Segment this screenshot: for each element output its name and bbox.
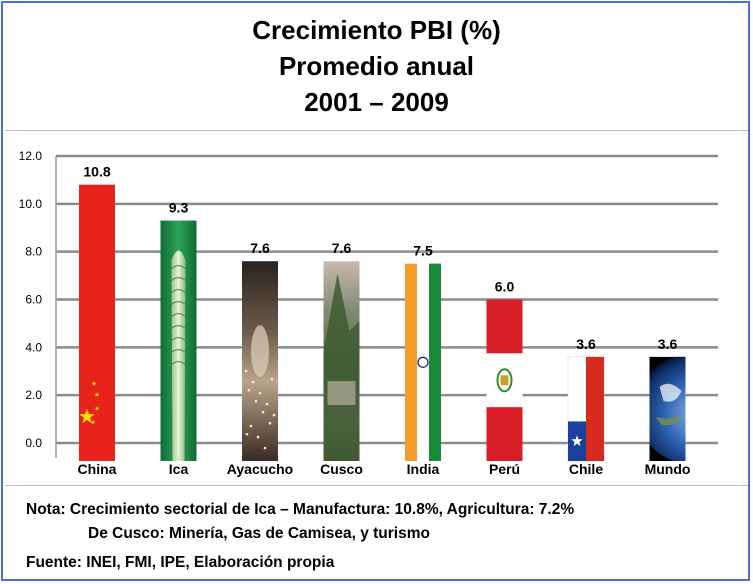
- candle-light: [256, 435, 260, 439]
- flag-star-icon: [571, 435, 583, 447]
- flag-stripe: [405, 263, 417, 461]
- y-tick-label: 12.0: [19, 149, 43, 163]
- candle-light: [249, 424, 253, 428]
- bar-per: [486, 299, 523, 461]
- value-label: 3.6: [576, 336, 596, 352]
- bar-mundo: [649, 356, 686, 461]
- asparagus-stalk: [171, 250, 186, 461]
- candle-light: [244, 369, 248, 373]
- note-line-1: Nota: Crecimiento sectorial de Ica – Man…: [26, 501, 575, 518]
- asparagus-scale: [171, 288, 186, 294]
- x-tick-label: India: [407, 461, 440, 477]
- value-label: 7.5: [413, 243, 433, 259]
- value-label: 7.6: [332, 240, 352, 256]
- y-tick-label: 8.0: [25, 245, 42, 259]
- value-label: 6.0: [495, 279, 515, 295]
- value-label: 9.3: [169, 200, 189, 216]
- x-tick-label: Perú: [489, 461, 520, 477]
- value-label: 10.8: [83, 164, 110, 180]
- y-tick-label: 0.0: [25, 436, 42, 450]
- y-tick-label: 2.0: [25, 388, 42, 402]
- x-tick-label: Mundo: [645, 461, 691, 477]
- note-line-2: De Cusco: Minería, Gas de Camisea, y tur…: [88, 525, 430, 542]
- bar-chile: [567, 356, 605, 462]
- candle-light: [263, 446, 267, 450]
- x-tick-label: China: [78, 461, 117, 477]
- asparagus-scale: [171, 264, 186, 270]
- asparagus-scale: [171, 348, 186, 354]
- chart-notes: Nota: Crecimiento sectorial de Ica – Man…: [26, 498, 574, 575]
- candle-light: [247, 388, 251, 392]
- x-tick-label: Chile: [569, 461, 603, 477]
- bar-ayacucho: [242, 261, 278, 461]
- flag-star-icon: [94, 392, 100, 397]
- flag-stripe: [429, 263, 441, 461]
- coat-of-arms-icon: [496, 368, 513, 393]
- candle-light: [245, 432, 249, 436]
- flag-stripe: [586, 356, 604, 461]
- flag-star-icon: [79, 408, 95, 424]
- candle-light: [268, 421, 272, 425]
- flag-star-icon: [94, 406, 100, 411]
- ruins-shape: [327, 381, 356, 406]
- flag-star-icon: [90, 419, 96, 425]
- bar-china: [79, 184, 115, 461]
- bar-india: [405, 263, 441, 461]
- candle-light: [258, 391, 262, 395]
- candle-light: [251, 380, 255, 384]
- asparagus-scale: [171, 336, 186, 342]
- asparagus-scale: [171, 360, 186, 366]
- asparagus-scale: [171, 276, 186, 282]
- asparagus-scale: [171, 300, 186, 306]
- chart-area: [5, 130, 748, 486]
- bar-ica: [160, 220, 197, 461]
- x-tick-label: Ica: [169, 461, 189, 477]
- earth-icon: [649, 356, 686, 461]
- candle-light: [272, 413, 276, 417]
- statue-shape: [251, 325, 269, 378]
- x-tick-label: Ayacucho: [227, 461, 293, 477]
- flag-star-icon: [91, 381, 97, 386]
- y-tick-label: 6.0: [25, 293, 42, 307]
- chart-title: Crecimiento PBI (%) Promedio anual 2001 …: [0, 12, 753, 120]
- ashoka-chakra-icon: [417, 356, 429, 368]
- value-label: 7.6: [250, 240, 270, 256]
- candle-light: [254, 399, 258, 403]
- candle-light: [261, 410, 265, 414]
- mountain-shape: [323, 273, 360, 461]
- value-label: 3.6: [658, 336, 678, 352]
- bar-cusco: [323, 261, 360, 461]
- title-line-1: Crecimiento PBI (%): [252, 15, 501, 45]
- asparagus-scale: [171, 312, 186, 318]
- shield-icon: [500, 375, 509, 386]
- candle-light: [265, 402, 269, 406]
- y-tick-label: 10.0: [19, 197, 43, 211]
- title-line-3: 2001 – 2009: [304, 87, 449, 117]
- title-line-2: Promedio anual: [278, 51, 475, 81]
- candle-light: [270, 377, 274, 381]
- source-line: Fuente: INEI, FMI, IPE, Elaboración prop…: [26, 554, 335, 571]
- asparagus-scale: [171, 324, 186, 330]
- x-tick-label: Cusco: [320, 461, 363, 477]
- y-tick-label: 4.0: [25, 340, 42, 354]
